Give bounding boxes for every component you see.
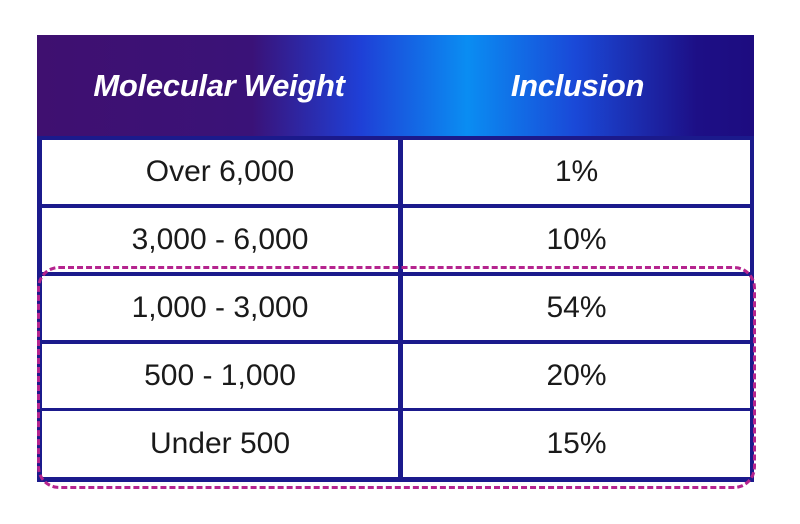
cell-weight-row-5: Under 500 bbox=[42, 411, 398, 477]
table-header: Molecular Weight Inclusion bbox=[37, 35, 754, 136]
cell-inclusion-row-2: 10% bbox=[403, 208, 750, 272]
cell-inclusion-row-1: 1% bbox=[403, 140, 750, 204]
cell-inclusion-row-4: 20% bbox=[403, 344, 750, 408]
cell-weight-row-3: 1,000 - 3,000 bbox=[42, 276, 398, 340]
header-molecular-weight: Molecular Weight bbox=[93, 67, 345, 103]
cell-weight-row-1: Over 6,000 bbox=[42, 140, 398, 204]
header-inclusion: Inclusion bbox=[510, 67, 645, 103]
cell-inclusion-row-5: 15% bbox=[403, 411, 750, 477]
cell-weight-row-4: 500 - 1,000 bbox=[42, 344, 398, 408]
molecular-weight-table: Molecular Weight Inclusion Over 6,000 1%… bbox=[37, 35, 754, 482]
cell-inclusion-row-3: 54% bbox=[403, 276, 750, 340]
cell-weight-row-2: 3,000 - 6,000 bbox=[42, 208, 398, 272]
